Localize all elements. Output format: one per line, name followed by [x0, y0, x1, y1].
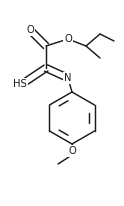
Text: N: N	[64, 73, 72, 83]
Text: O: O	[68, 146, 76, 156]
Text: O: O	[64, 34, 72, 44]
Text: O: O	[26, 25, 34, 35]
Text: HS: HS	[13, 79, 27, 89]
